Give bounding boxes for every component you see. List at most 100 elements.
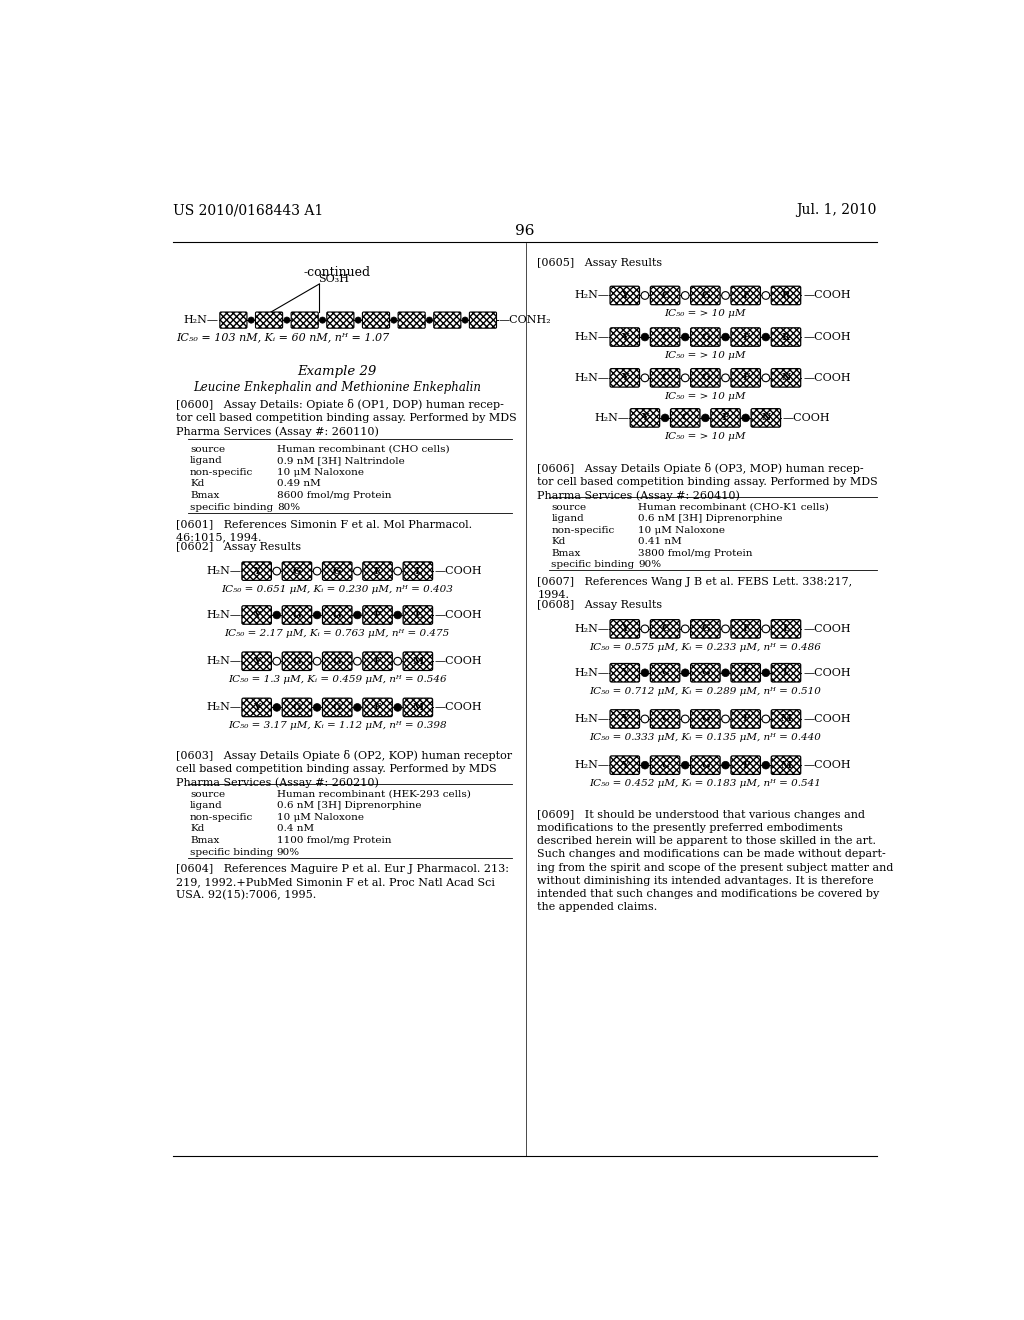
Circle shape <box>313 657 321 665</box>
Text: [0604]   References Maguire P et al. Eur J Pharmacol. 213:
219, 1992.+PubMed Sim: [0604] References Maguire P et al. Eur J… <box>176 863 509 900</box>
Text: H₂N—: H₂N— <box>206 702 241 713</box>
Text: Y: Y <box>622 290 629 300</box>
Circle shape <box>681 715 689 723</box>
Text: US 2010/0168443 A1: US 2010/0168443 A1 <box>173 203 324 216</box>
Text: [0606]   Assay Details Opiate δ (OP3, MOP) human recep-
tor cell based competiti: [0606] Assay Details Opiate δ (OP3, MOP)… <box>538 462 878 500</box>
Text: L: L <box>782 624 790 634</box>
Text: 0.49 nM: 0.49 nM <box>276 479 321 488</box>
FancyBboxPatch shape <box>323 562 352 581</box>
Text: F: F <box>374 611 381 619</box>
Circle shape <box>394 568 401 576</box>
FancyBboxPatch shape <box>469 312 497 329</box>
Text: H₂N—: H₂N— <box>574 290 609 301</box>
Text: L: L <box>782 668 790 677</box>
Text: IC₅₀ = 3.17 μM, Kᵢ = 1.12 μM, nᴴ = 0.398: IC₅₀ = 3.17 μM, Kᵢ = 1.12 μM, nᴴ = 0.398 <box>228 721 446 730</box>
Text: 1100 fmol/mg Protein: 1100 fmol/mg Protein <box>276 836 391 845</box>
FancyBboxPatch shape <box>731 327 761 346</box>
Text: IC₅₀ = > 10 μM: IC₅₀ = > 10 μM <box>665 432 746 441</box>
Text: M: M <box>780 760 792 770</box>
Text: specific binding: specific binding <box>190 503 273 512</box>
Text: R: R <box>782 333 791 342</box>
FancyBboxPatch shape <box>610 710 640 729</box>
FancyBboxPatch shape <box>610 286 640 305</box>
Circle shape <box>641 333 649 341</box>
Text: 0.4 nM: 0.4 nM <box>276 825 314 833</box>
Text: [0600]   Assay Details: Opiate δ (OP1, DOP) human recep-
tor cell based competit: [0600] Assay Details: Opiate δ (OP1, DOP… <box>176 399 517 437</box>
Circle shape <box>319 317 326 323</box>
Text: Leucine Enkephalin and Methionine Enkephalin: Leucine Enkephalin and Methionine Enkeph… <box>194 381 481 393</box>
Text: Kd: Kd <box>190 825 205 833</box>
FancyBboxPatch shape <box>610 756 640 775</box>
Text: Kd: Kd <box>551 537 565 546</box>
Circle shape <box>722 669 729 677</box>
Text: IC₅₀ = 0.575 μM, Kᵢ = 0.233 μM, nᴴ = 0.486: IC₅₀ = 0.575 μM, Kᵢ = 0.233 μM, nᴴ = 0.4… <box>590 643 821 652</box>
FancyBboxPatch shape <box>242 562 271 581</box>
FancyBboxPatch shape <box>650 664 680 682</box>
FancyBboxPatch shape <box>403 698 432 717</box>
FancyBboxPatch shape <box>283 698 311 717</box>
Text: —CONH₂: —CONH₂ <box>499 315 551 325</box>
Text: 96: 96 <box>515 224 535 238</box>
Circle shape <box>762 669 770 677</box>
FancyBboxPatch shape <box>362 562 392 581</box>
Text: IC₅₀ = 0.333 μM, Kᵢ = 0.135 μM, nᴴ = 0.440: IC₅₀ = 0.333 μM, Kᵢ = 0.135 μM, nᴴ = 0.4… <box>590 733 821 742</box>
Text: G: G <box>701 714 710 723</box>
Circle shape <box>426 317 432 323</box>
Text: G: G <box>333 704 341 711</box>
Text: 3800 fmol/mg Protein: 3800 fmol/mg Protein <box>638 549 753 558</box>
Circle shape <box>248 317 254 323</box>
Circle shape <box>273 657 281 665</box>
FancyBboxPatch shape <box>255 312 283 329</box>
Circle shape <box>641 626 649 632</box>
Text: SO₃H: SO₃H <box>317 275 349 284</box>
FancyBboxPatch shape <box>242 698 271 717</box>
Text: source: source <box>551 503 587 512</box>
Circle shape <box>641 374 649 381</box>
Circle shape <box>355 317 361 323</box>
Text: IC₅₀ = 1.3 μM, Kᵢ = 0.459 μM, nᴴ = 0.546: IC₅₀ = 1.3 μM, Kᵢ = 0.459 μM, nᴴ = 0.546 <box>228 675 446 684</box>
Circle shape <box>722 374 729 381</box>
Text: —COOH: —COOH <box>803 372 851 383</box>
FancyBboxPatch shape <box>771 756 801 775</box>
Text: -continued: -continued <box>304 267 371 280</box>
FancyBboxPatch shape <box>362 698 392 717</box>
FancyBboxPatch shape <box>630 409 659 428</box>
Text: F: F <box>742 714 750 723</box>
Text: Y: Y <box>253 704 260 711</box>
Text: G: G <box>333 611 341 619</box>
Circle shape <box>662 414 669 422</box>
Text: source: source <box>190 789 225 799</box>
Text: 10 μM Naloxone: 10 μM Naloxone <box>638 525 725 535</box>
Text: C: C <box>662 714 669 723</box>
Circle shape <box>313 611 321 619</box>
Text: ligand: ligand <box>551 515 584 523</box>
Text: non-specific: non-specific <box>190 813 253 822</box>
FancyBboxPatch shape <box>283 606 311 624</box>
Circle shape <box>641 292 649 300</box>
Text: Example 29: Example 29 <box>298 364 377 378</box>
FancyBboxPatch shape <box>731 619 761 638</box>
Text: G: G <box>293 566 301 576</box>
Text: H₂N—: H₂N— <box>206 566 241 576</box>
Text: source: source <box>190 445 225 454</box>
Text: C: C <box>662 333 669 342</box>
Text: Y: Y <box>622 624 629 634</box>
Circle shape <box>762 333 770 341</box>
Text: H₂N—: H₂N— <box>574 333 609 342</box>
Text: —COOH: —COOH <box>803 714 851 723</box>
Circle shape <box>762 715 770 723</box>
Text: —COOH: —COOH <box>803 668 851 677</box>
Text: Human recombinant (CHO cells): Human recombinant (CHO cells) <box>276 445 450 454</box>
FancyBboxPatch shape <box>690 286 720 305</box>
Text: Y: Y <box>622 333 629 342</box>
FancyBboxPatch shape <box>403 562 432 581</box>
Text: Bmax: Bmax <box>190 491 219 500</box>
FancyBboxPatch shape <box>362 312 389 329</box>
Text: M: M <box>413 704 423 711</box>
Text: —COOH: —COOH <box>803 760 851 770</box>
FancyBboxPatch shape <box>650 710 680 729</box>
FancyBboxPatch shape <box>434 312 461 329</box>
Text: Y: Y <box>253 566 260 576</box>
Circle shape <box>273 611 281 619</box>
Text: [0603]   Assay Details Opiate δ (OP2, KOP) human receptor
cell based competition: [0603] Assay Details Opiate δ (OP2, KOP)… <box>176 750 512 788</box>
